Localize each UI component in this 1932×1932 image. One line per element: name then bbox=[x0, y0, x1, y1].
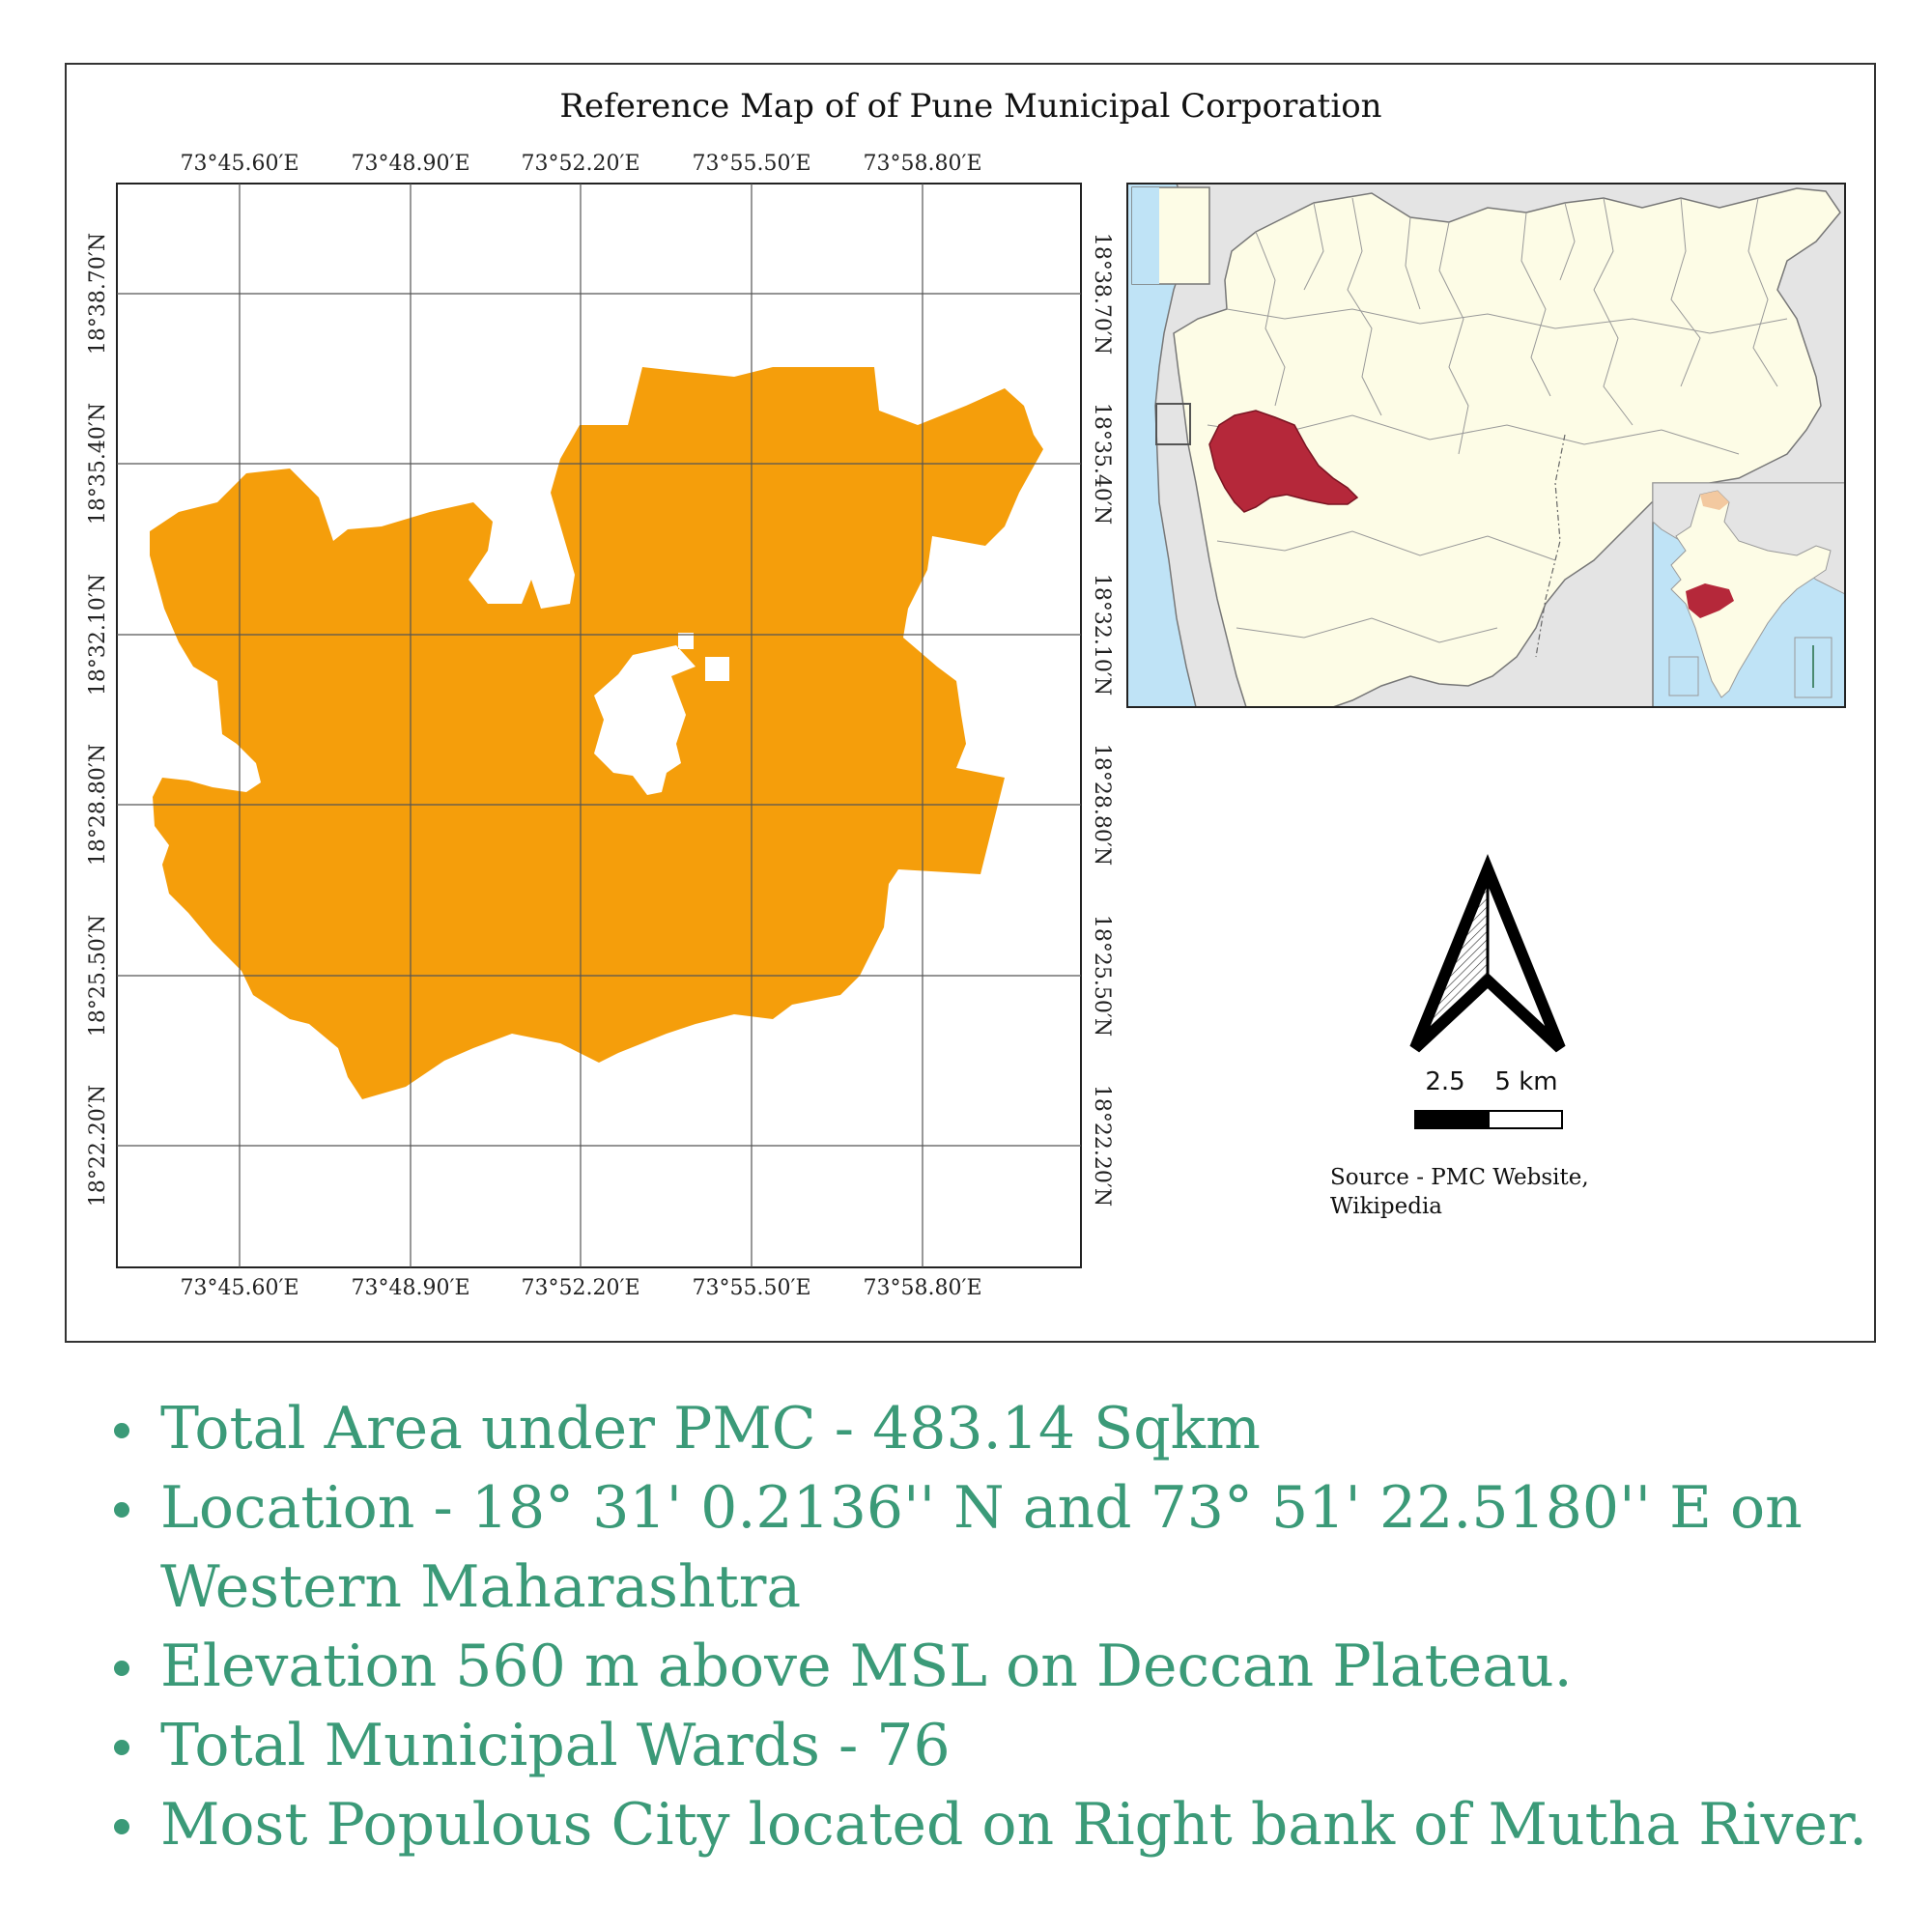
state-border-line bbox=[1535, 434, 1566, 658]
graticule bbox=[117, 184, 1081, 1267]
lat-tick-right: 18°32.10′N bbox=[1090, 574, 1114, 696]
fact-item: Elevation 560 m above MSL on Deccan Plat… bbox=[106, 1627, 1903, 1706]
lon-tick-bottom: 73°48.90′E bbox=[351, 1276, 469, 1300]
lon-tick-top: 73°48.90′E bbox=[351, 152, 469, 176]
scale-bar: 2.5 5 km bbox=[1414, 1067, 1563, 1129]
lon-tick-bottom: 73°45.60′E bbox=[180, 1276, 298, 1300]
bullet-icon bbox=[114, 1819, 129, 1834]
lon-tick-top: 73°58.80′E bbox=[863, 152, 981, 176]
main-map: 73°45.60′E 73°48.90′E 73°52.20′E 73°55.5… bbox=[86, 152, 1846, 1300]
bullet-icon bbox=[114, 1502, 129, 1518]
pmc-area bbox=[150, 367, 1043, 1099]
fact-text: Total Municipal Wards - 76 bbox=[160, 1712, 951, 1779]
india-shape bbox=[1670, 490, 1832, 698]
bullet-icon bbox=[114, 1661, 129, 1676]
india-locator-inset bbox=[1652, 482, 1846, 708]
fact-text: Total Area under PMC - 483.14 Sqkm bbox=[160, 1395, 1261, 1463]
lat-tick-left: 18°25.50′N bbox=[86, 915, 110, 1037]
inset-map-maharashtra bbox=[1126, 183, 1846, 708]
fact-item: Total Area under PMC - 483.14 Sqkm bbox=[106, 1389, 1903, 1468]
fact-item: Total Municipal Wards - 76 bbox=[106, 1706, 1903, 1785]
andaman-box bbox=[1794, 637, 1833, 698]
lat-tick-right: 18°22.20′N bbox=[1090, 1085, 1114, 1207]
lat-tick-right: 18°38.70′N bbox=[1090, 233, 1114, 355]
lon-tick-top: 73°55.50′E bbox=[692, 152, 810, 176]
lat-tick-left: 18°32.10′N bbox=[86, 574, 110, 696]
scale-segment-white bbox=[1488, 1110, 1563, 1129]
scale-segment-black bbox=[1414, 1110, 1490, 1129]
kashmir-region bbox=[1700, 491, 1729, 510]
scale-label-5-km: 5 km bbox=[1494, 1067, 1557, 1096]
bullet-icon bbox=[114, 1740, 129, 1755]
pune-district bbox=[1208, 410, 1359, 513]
fact-text: Most Populous City located on Right bank… bbox=[160, 1791, 1868, 1859]
lon-tick-top: 73°52.20′E bbox=[521, 152, 639, 176]
inset-mini-sea bbox=[1132, 187, 1159, 284]
lon-tick-bottom: 73°55.50′E bbox=[692, 1276, 810, 1300]
lat-tick-left: 18°22.20′N bbox=[86, 1085, 110, 1207]
north-arrow-icon bbox=[1409, 854, 1566, 1053]
facts-list: Total Area under PMC - 483.14 Sqkm Locat… bbox=[106, 1389, 1903, 1864]
lat-tick-left: 18°38.70′N bbox=[86, 233, 110, 355]
district-boundaries bbox=[1207, 197, 1788, 643]
fact-text: Elevation 560 m above MSL on Deccan Plat… bbox=[160, 1633, 1573, 1700]
lat-tick-right: 18°35.40′N bbox=[1090, 403, 1114, 525]
fact-item: Most Populous City located on Right bank… bbox=[106, 1785, 1903, 1864]
source-note: Source - PMC Website, Wikipedia bbox=[1330, 1165, 1589, 1219]
map-title: Reference Map of of Pune Municipal Corpo… bbox=[559, 87, 1382, 126]
map-frame bbox=[65, 63, 1876, 1343]
lon-tick-bottom: 73°52.20′E bbox=[521, 1276, 639, 1300]
lat-tick-right: 18°28.80′N bbox=[1090, 744, 1114, 866]
bullet-icon bbox=[114, 1423, 129, 1438]
lat-tick-right: 18°25.50′N bbox=[1090, 915, 1114, 1037]
lon-tick-bottom: 73°58.80′E bbox=[863, 1276, 981, 1300]
inset-highlight-box bbox=[1155, 403, 1191, 445]
pmc-boundary bbox=[150, 367, 1043, 1099]
maharashtra-in-india bbox=[1686, 583, 1734, 618]
lat-tick-left: 18°28.80′N bbox=[86, 744, 110, 866]
lat-tick-left: 18°35.40′N bbox=[86, 403, 110, 525]
scale-label-2-5: 2.5 bbox=[1425, 1067, 1464, 1096]
lakshadweep-box bbox=[1668, 656, 1699, 696]
inset-frame bbox=[1126, 183, 1846, 708]
fact-text: Location - 18° 31' 0.2136'' N and 73° 51… bbox=[160, 1474, 1803, 1621]
lon-tick-top: 73°45.60′E bbox=[180, 152, 298, 176]
fact-item: Location - 18° 31' 0.2136'' N and 73° 51… bbox=[106, 1468, 1903, 1627]
